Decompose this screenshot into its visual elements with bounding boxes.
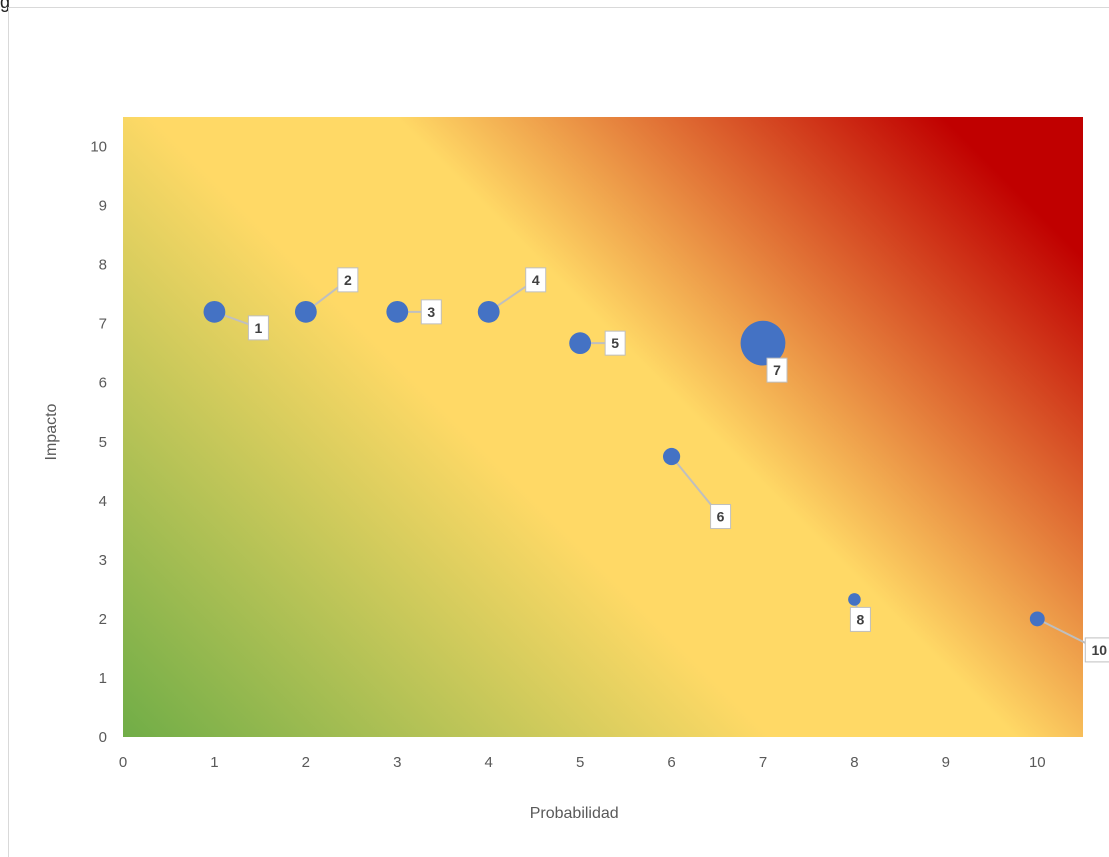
x-tick-label: 2 — [302, 754, 310, 771]
y-tick-label: 2 — [99, 611, 107, 628]
y-axis-title: Impacto — [43, 403, 60, 460]
x-axis-title: Probabilidad — [530, 805, 619, 822]
data-label-box — [604, 330, 626, 356]
data-point — [569, 332, 592, 355]
x-tick-label: 0 — [119, 754, 127, 771]
data-label: 3 — [427, 304, 435, 320]
y-tick-label: 3 — [99, 552, 107, 569]
plot-background — [123, 117, 1083, 737]
chart-svg: 0 1 2 3 4 5 6 7 8 9 10 0 1 2 3 4 5 6 7 8 9 10 1 2 3 4 5 6 7 8 10 Prob… — [43, 117, 1109, 822]
data-label: 6 — [717, 509, 725, 525]
x-tick-label: 7 — [759, 754, 767, 771]
y-tick-label: 7 — [99, 316, 107, 333]
x-tick-label: 8 — [850, 754, 858, 771]
data-label: 1 — [255, 320, 263, 336]
data-label: 10 — [1091, 642, 1107, 658]
y-tick-label: 4 — [99, 493, 107, 510]
x-tick-label: 6 — [667, 754, 675, 771]
data-label-box — [420, 299, 442, 325]
data-point — [848, 593, 861, 606]
data-label: 8 — [857, 611, 865, 627]
x-tick-label: 10 — [1029, 754, 1046, 771]
data-point — [662, 447, 681, 466]
y-tick-label: 8 — [99, 257, 107, 274]
chart-area: 0 1 2 3 4 5 6 7 8 9 10 0 1 2 3 4 5 6 7 8 9 10 1 2 3 4 5 6 7 8 10 Prob… — [8, 7, 1109, 857]
y-tick-label: 1 — [99, 670, 107, 687]
y-tick-label: 6 — [99, 375, 107, 392]
data-label-box — [337, 267, 359, 293]
data-point — [386, 300, 409, 323]
data-label-box — [710, 504, 732, 530]
y-tick-label: 5 — [99, 434, 107, 451]
data-label-box — [247, 315, 269, 341]
data-point — [477, 300, 500, 323]
y-tick-label: 9 — [99, 198, 107, 215]
data-label: 2 — [344, 272, 352, 288]
x-tick-label: 9 — [942, 754, 950, 771]
data-label: 7 — [773, 362, 781, 378]
x-tick-label: 3 — [393, 754, 401, 771]
data-label: 5 — [611, 335, 619, 351]
y-tick-label: 10 — [90, 139, 107, 156]
cropped-text-fragment: g — [0, 0, 11, 12]
data-point — [740, 320, 786, 366]
data-point — [1029, 611, 1045, 627]
x-tick-label: 5 — [576, 754, 584, 771]
data-point — [294, 300, 317, 323]
data-label: 4 — [532, 272, 540, 288]
y-tick-label: 0 — [99, 729, 107, 746]
x-tick-label: 1 — [210, 754, 218, 771]
data-label-box — [525, 267, 547, 293]
x-tick-label: 4 — [485, 754, 493, 771]
data-label-box — [766, 357, 788, 383]
data-label-box — [1084, 637, 1109, 663]
data-point — [203, 300, 226, 323]
data-label-box — [849, 606, 871, 632]
